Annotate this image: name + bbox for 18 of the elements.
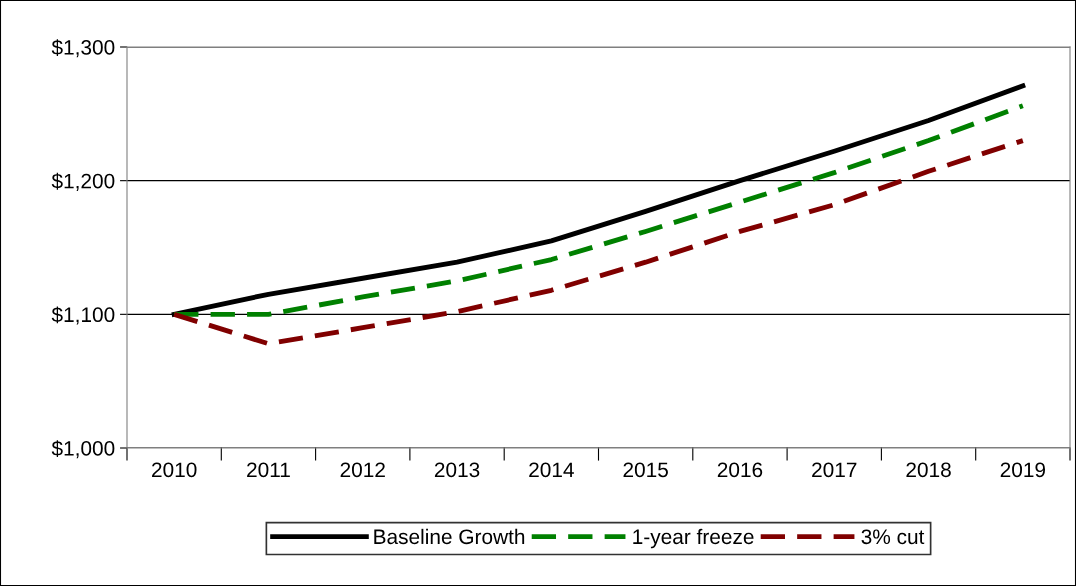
x-tick-label: 2012 — [340, 462, 385, 478]
x-tick-label: 2013 — [434, 462, 480, 478]
x-tick-label: 2017 — [812, 462, 857, 478]
y-tick-label: $1,200 — [51, 172, 115, 191]
legend-label: 3% cut — [861, 529, 925, 545]
x-tick-label: 2015 — [623, 462, 668, 478]
x-tick-label: 2014 — [529, 462, 574, 478]
line-series — [171, 138, 1026, 347]
y-tick-label: $1,000 — [51, 440, 115, 459]
legend-label: Baseline Growth — [374, 528, 525, 545]
x-tick-label: 2011 — [247, 462, 290, 478]
x-tick-label: 2010 — [152, 462, 197, 478]
y-tick-label: $1,300 — [51, 39, 115, 58]
x-tick-label: 2019 — [1000, 462, 1046, 478]
x-tick-label: 2016 — [717, 462, 763, 478]
x-tick-label: 2018 — [906, 462, 951, 478]
y-tick-label: $1,100 — [51, 306, 115, 325]
legend-label: 1-year freeze — [633, 528, 754, 549]
